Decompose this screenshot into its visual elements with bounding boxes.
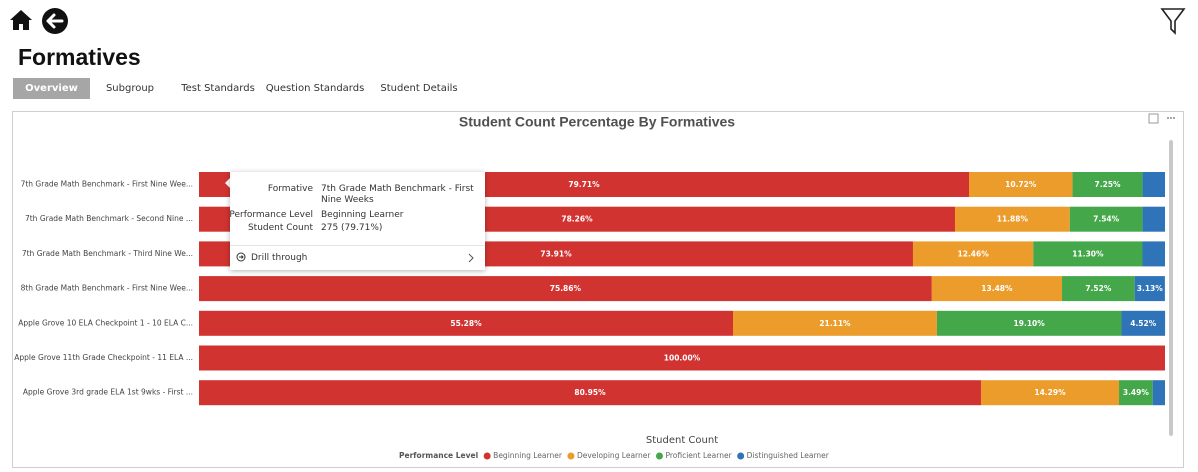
tooltip-label: Student Count [247, 223, 313, 233]
bar-segment [931, 276, 1063, 302]
legend-label: Beginning Learner [493, 451, 563, 460]
bar-segment [199, 310, 734, 336]
data-label: 73.91% [540, 249, 572, 258]
y-tick-label: Apple Grove 10 ELA Checkpoint 1 - 10 ELA… [18, 318, 193, 327]
drill-through[interactable]: Drill through [230, 248, 485, 268]
bar-segment [968, 172, 1073, 197]
data-label: 80.95% [574, 388, 606, 397]
legend-label: Proficient Learner [665, 451, 732, 460]
bar-segment [199, 380, 981, 406]
data-label: 19.10% [1014, 319, 1046, 328]
bar-segment [1142, 241, 1165, 267]
home-button[interactable] [8, 8, 34, 32]
scrollbar[interactable] [1169, 140, 1173, 436]
data-label: 79.71% [568, 180, 600, 189]
legend-swatch [655, 452, 663, 460]
tooltip-value: 275 (79.71%) [321, 223, 383, 233]
focus-mode-button[interactable] [1148, 113, 1159, 124]
legend-label: Distinguished Learner [747, 451, 830, 460]
data-label: 7.52% [1085, 284, 1112, 293]
chart-title: Student Count Percentage By Formatives [459, 114, 735, 130]
y-tick-label: Apple Grove 11th Grade Checkpoint - 11 E… [14, 353, 193, 362]
tooltip-pointer [225, 178, 230, 188]
more-options-button[interactable] [1167, 117, 1175, 119]
tooltip-value: 7th Grade Math Benchmark - First Nine We… [321, 184, 474, 205]
data-label: 100.00% [664, 354, 701, 363]
y-tick-label: 7th Grade Math Benchmark - First Nine We… [21, 180, 193, 189]
bar-segment [1119, 380, 1153, 406]
data-label: 78.26% [561, 215, 593, 224]
bar-segment [1142, 172, 1165, 197]
data-label: 3.13% [1137, 284, 1164, 293]
bar-segment [1033, 241, 1143, 267]
drill-icon [236, 252, 246, 262]
data-label: 75.86% [550, 284, 582, 293]
data-label: 55.28% [450, 319, 482, 328]
bar-segment [733, 310, 937, 336]
data-label: 7.54% [1093, 215, 1120, 224]
tooltip-divider [230, 245, 485, 246]
bar-segment [1072, 172, 1143, 197]
legend-title: Performance Level [399, 451, 478, 460]
bar-segment [1142, 206, 1165, 232]
data-label: 11.30% [1072, 249, 1104, 258]
data-label: 21.11% [819, 319, 851, 328]
tooltip: Formative 7th Grade Math Benchmark - Firs… [229, 172, 485, 270]
x-axis-title: Student Count [646, 435, 718, 446]
tab[interactable]: Overview [13, 78, 90, 99]
data-label: 10.72% [1005, 180, 1037, 189]
tab[interactable]: Subgroup [105, 83, 155, 94]
data-label: 13.48% [981, 284, 1013, 293]
bar-segment [936, 310, 1122, 336]
filter-button[interactable] [1160, 7, 1186, 35]
y-tick-label: 8th Grade Math Benchmark - First Nine We… [21, 284, 193, 293]
legend-label: Developing Learner [577, 451, 651, 460]
bar-segment [1121, 310, 1166, 336]
chevron [468, 253, 474, 263]
bar-segment [954, 206, 1070, 232]
legend-swatch [737, 452, 745, 460]
data-label: 11.88% [997, 215, 1029, 224]
data-label: 12.46% [958, 249, 990, 258]
tooltip-value: Beginning Learner [321, 210, 404, 220]
y-tick-label: Apple Grove 3rd grade ELA 1st 9wks - Fir… [23, 388, 193, 397]
y-tick-label: 7th Grade Math Benchmark - Second Nine .… [25, 214, 193, 223]
bar-segment [1069, 206, 1143, 232]
bar-segment [912, 241, 1034, 267]
tooltip-label: Performance Level [229, 210, 313, 220]
bar-segment [199, 276, 932, 302]
tab[interactable]: Student Details [380, 83, 458, 94]
page-title: Formatives [18, 44, 141, 70]
bar-segment [980, 380, 1120, 406]
y-tick-label: 7th Grade Math Benchmark - Third Nine We… [22, 249, 193, 258]
bar-segment [1062, 276, 1135, 302]
bar-segment [1134, 276, 1165, 302]
data-label: 3.49% [1123, 388, 1150, 397]
legend-swatch [567, 452, 575, 460]
data-label: 14.29% [1034, 388, 1066, 397]
bar-segment [199, 345, 1165, 371]
legend-swatch [483, 452, 491, 460]
bar-segment [1152, 380, 1165, 406]
back-button[interactable] [41, 7, 69, 35]
drill-label: Drill through [251, 253, 308, 263]
data-label: 7.25% [1095, 180, 1122, 189]
tab[interactable]: Test Standards [181, 83, 255, 94]
tab[interactable]: Question Standards [265, 83, 365, 94]
data-label: 4.52% [1130, 319, 1157, 328]
tooltip-label: Formative [267, 184, 313, 194]
